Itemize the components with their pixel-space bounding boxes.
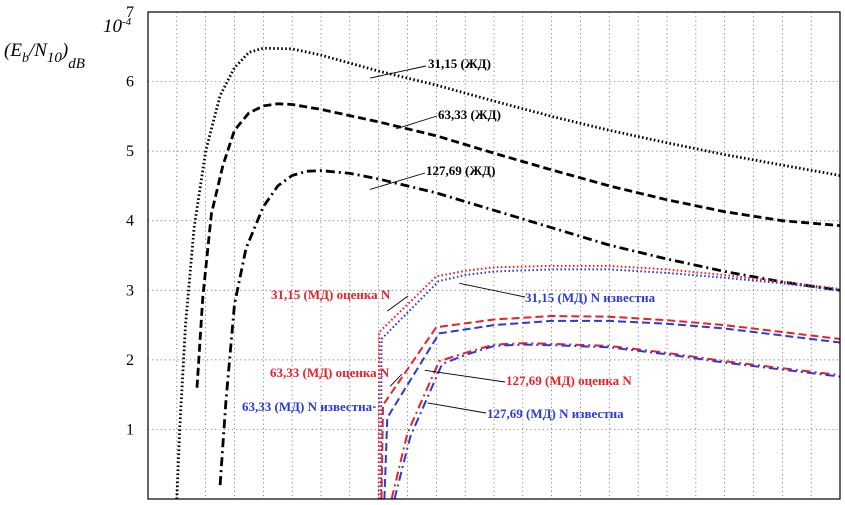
series-line [390,342,841,500]
annotation-label: 127,69 (ЖД) [426,163,495,178]
y-axis-label: (Eb/N10)dB [4,40,85,72]
annotation-label: 63,33 (ЖД) [438,107,501,122]
annotation-label: 127,69 (МД) оценка N [506,373,632,388]
series-group [175,46,841,500]
annotation-label: 127,69 (МД) N известна [487,406,624,421]
annotations: 31,15 (ЖД) 63,33 (ЖД) 127,69 (ЖД) 31,15 (МД… [242,56,656,421]
y-tick-label: 4 [126,213,134,230]
series-line [380,315,841,500]
y-tick-label: 3 [126,282,134,299]
annotation-leader [395,115,438,130]
y-tick-label: 5 [126,143,134,160]
grid [148,12,840,499]
series-line [383,319,841,500]
annotation-label: 63,33 (МД) оценка N [270,365,390,380]
series-line [195,102,841,388]
annotation-leader [424,369,506,383]
annotation-leader [387,295,409,312]
annotation-leader [369,172,426,190]
annotation-leader [427,402,487,414]
y-tick-labels: 1 2 3 4 5 6 7 [126,4,134,438]
series-line [377,264,841,500]
y-axis-exponent: 10-4 [103,16,132,37]
annotation-label: 31,15 (МД) N известна [525,290,656,305]
annotation-leader [369,65,427,79]
y-tick-label: 2 [126,352,134,369]
annotation-leader [389,373,403,387]
series-line [393,343,841,500]
series-line [218,169,841,486]
y-tick-label: 7 [126,4,134,21]
series-line [175,46,841,500]
y-tick-label: 1 [126,421,134,438]
annotation-label: 31,15 (МД) оценка N [271,287,391,302]
plot-frame [147,11,841,500]
annotation-label: 63,33 (МД) N известна [242,399,373,414]
annotation-label: 31,15 (ЖД) [428,56,491,71]
y-tick-label: 6 [126,74,134,91]
annotation-leader [459,282,526,298]
